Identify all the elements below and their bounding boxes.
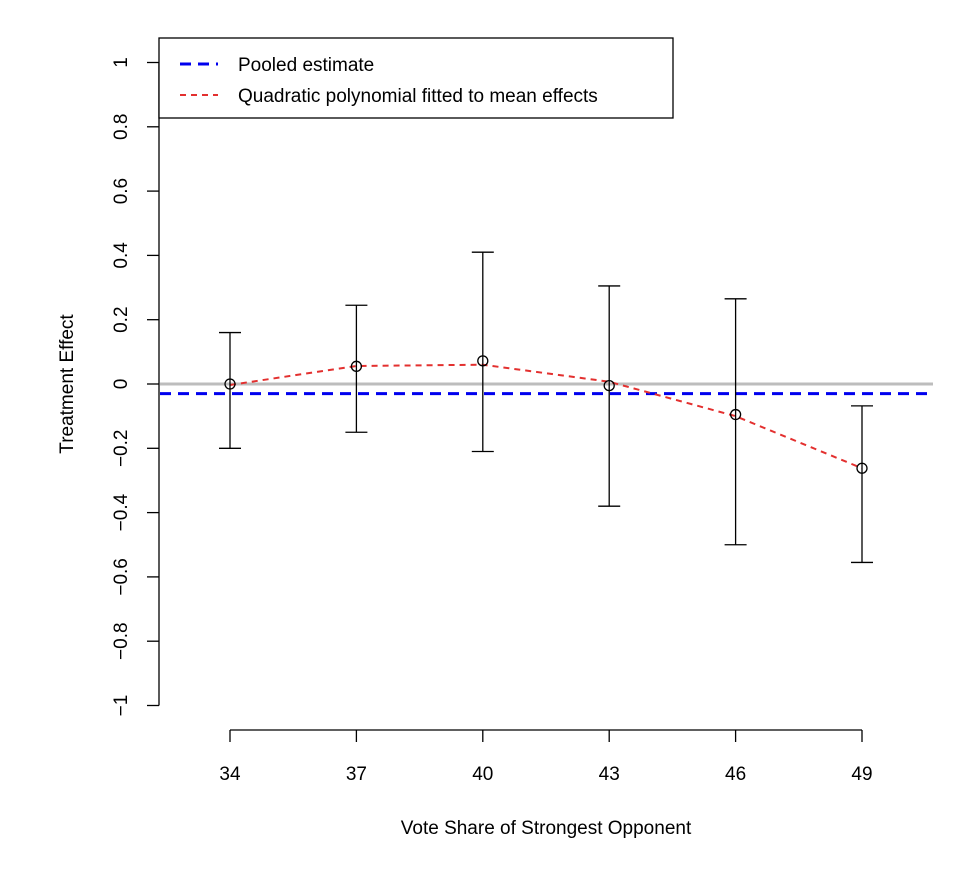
x-tick-label: 40 xyxy=(472,764,493,785)
fitted-curve xyxy=(229,363,863,470)
legend: Pooled estimate Quadratic polynomial fit… xyxy=(158,37,674,119)
fit-layer xyxy=(229,363,863,470)
y-tick-label: 1 xyxy=(111,57,132,68)
y-tick-label: 0.2 xyxy=(111,306,132,332)
legend-box xyxy=(158,37,674,119)
y-tick-label: 0.6 xyxy=(111,178,132,204)
y-tick-label: −0.6 xyxy=(111,558,132,596)
y-tick-label: −0.8 xyxy=(111,622,132,660)
mean-effect-point xyxy=(603,379,615,392)
y-tick-label: −0.4 xyxy=(111,493,132,531)
axes-layer: −1 −0.8 −0.6 −0.4 −0.2 0 0.2 0.4 0.6 0.8 1 34 37 40 43… xyxy=(111,57,873,785)
mean-effect-point xyxy=(350,360,363,372)
y-axis-title: Treatment Effect xyxy=(57,314,78,454)
y-tick-label: 0 xyxy=(111,379,132,390)
legend-pooled-label: Pooled estimate xyxy=(238,55,374,76)
legend-fit-label: Quadratic polynomial fitted to mean effe… xyxy=(238,86,598,107)
x-axis-title: Vote Share of Strongest Opponent xyxy=(401,818,692,839)
mean-effect-point xyxy=(477,355,489,367)
x-tick-label: 37 xyxy=(346,764,367,785)
x-tick-label: 49 xyxy=(851,764,872,785)
x-tick-label: 46 xyxy=(725,764,746,785)
x-tick-label: 34 xyxy=(219,764,241,785)
y-tick-label: −1 xyxy=(111,695,132,717)
points-layer xyxy=(224,355,868,474)
y-tick-label: −0.2 xyxy=(111,430,132,468)
mean-effect-point xyxy=(224,378,236,390)
y-tick-label: 0.8 xyxy=(111,114,132,140)
mean-effect-point xyxy=(729,408,742,421)
mean-effect-point xyxy=(856,462,868,474)
y-tick-label: 0.4 xyxy=(111,242,132,269)
x-tick-label: 43 xyxy=(599,764,620,785)
error-bars-layer xyxy=(219,251,873,564)
